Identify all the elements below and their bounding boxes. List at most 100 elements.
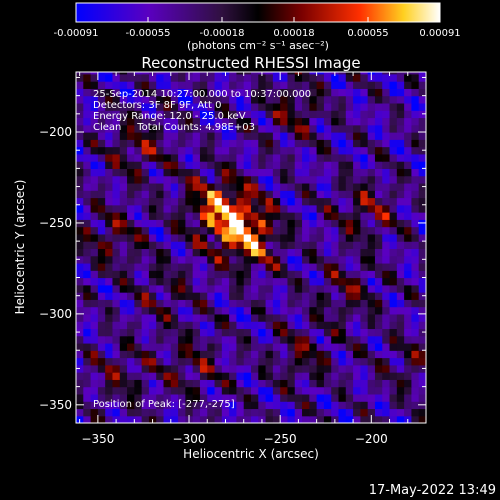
- heatmap-cell: [251, 408, 259, 417]
- heatmap-cell: [396, 306, 405, 315]
- heatmap-cell: [302, 226, 310, 235]
- heatmap-cell: [251, 72, 259, 75]
- heatmap-cell: [411, 153, 420, 162]
- heatmap-cell: [374, 386, 383, 395]
- heatmap-cell: [309, 313, 318, 322]
- heatmap-cell: [199, 255, 208, 264]
- heatmap-cell: [105, 175, 114, 184]
- heatmap-cell: [134, 415, 143, 423]
- heatmap-cell: [90, 124, 99, 133]
- heatmap-cell: [353, 372, 361, 380]
- heatmap-cell: [148, 124, 157, 133]
- heatmap-cell: [119, 292, 128, 300]
- heatmap-cell: [280, 72, 289, 75]
- heatmap-cell: [280, 262, 289, 271]
- heatmap-cell: [134, 241, 143, 249]
- heatmap-cell: [251, 182, 259, 191]
- heatmap-cell: [76, 372, 84, 380]
- heatmap-cell: [287, 175, 296, 184]
- heatmap-cell: [185, 277, 194, 286]
- heatmap-cell: [411, 342, 420, 351]
- heatmap-cell: [170, 73, 179, 82]
- heatmap-cell: [411, 357, 420, 366]
- heatmap-cell: [192, 328, 201, 337]
- heatmap-cell: [192, 292, 201, 300]
- heatmap-cell: [170, 197, 179, 206]
- heatmap-cell: [185, 88, 194, 97]
- heatmap-cell: [170, 219, 179, 228]
- heatmap-cell: [163, 335, 172, 344]
- heatmap-cell: [404, 241, 413, 249]
- heatmap-cell: [76, 277, 84, 286]
- heatmap-cell: [323, 379, 332, 388]
- heatmap-cell: [134, 328, 143, 337]
- heatmap-cell: [127, 72, 135, 75]
- heatmap-cell: [302, 342, 310, 351]
- heatmap-cell: [280, 190, 289, 199]
- heatmap-cell: [229, 139, 238, 148]
- heatmap-cell: [156, 262, 165, 271]
- heatmap-cell: [272, 219, 281, 228]
- x-tick-label: −250: [264, 432, 297, 446]
- heatmap-cell: [156, 335, 165, 344]
- heatmap-cell: [76, 124, 84, 133]
- heatmap-cell: [360, 292, 369, 300]
- heatmap-cell: [148, 313, 157, 322]
- heatmap-cell: [309, 73, 318, 82]
- heatmap-cell: [83, 357, 92, 366]
- heatmap-cell: [90, 72, 99, 75]
- heatmap-cell: [148, 146, 157, 155]
- heatmap-cell: [272, 299, 281, 308]
- heatmap-cell: [105, 335, 114, 344]
- heatmap-cell: [418, 81, 426, 89]
- heatmap-cell: [374, 401, 383, 410]
- heatmap-cell: [97, 379, 106, 388]
- heatmap-cell: [243, 379, 252, 388]
- heatmap-cell: [323, 139, 332, 148]
- heatmap-cell: [192, 204, 201, 213]
- heatmap-cell: [119, 277, 128, 286]
- heatmap-cell: [236, 132, 245, 140]
- heatmap-cell: [294, 102, 303, 111]
- heatmap-cell: [178, 328, 186, 337]
- heatmap-cell: [148, 401, 157, 410]
- heatmap-cell: [338, 248, 347, 257]
- heatmap-cell: [389, 408, 398, 417]
- heatmap-cell: [156, 219, 165, 228]
- heatmap-cell: [280, 153, 289, 162]
- heatmap-cell: [411, 313, 420, 322]
- heatmap-cell: [367, 226, 376, 235]
- heatmap-cell: [251, 364, 259, 373]
- heatmap-cell: [76, 321, 84, 330]
- heatmap-cell: [178, 292, 186, 300]
- heatmap-cell: [360, 284, 369, 293]
- heatmap-cell: [404, 110, 413, 119]
- heatmap-cell: [97, 146, 106, 155]
- heatmap-cell: [353, 102, 361, 111]
- heatmap-cell: [97, 248, 106, 257]
- heatmap-cell: [374, 415, 383, 423]
- heatmap-cell: [382, 277, 391, 286]
- heatmap-cell: [229, 379, 238, 388]
- heatmap-cell: [272, 284, 281, 293]
- heatmap-cell: [345, 226, 354, 235]
- heatmap-cell: [251, 168, 259, 177]
- heatmap-cell: [148, 342, 157, 351]
- heatmap-cell: [287, 204, 296, 213]
- heatmap-cell: [90, 241, 99, 249]
- heatmap-cell: [163, 270, 172, 279]
- heatmap-cell: [141, 328, 150, 337]
- heatmap-cell: [331, 342, 340, 351]
- heatmap-cell: [316, 212, 325, 220]
- heatmap-cell: [112, 146, 121, 155]
- heatmap-cell: [148, 306, 157, 315]
- heatmap-cell: [207, 190, 216, 199]
- heatmap-cell: [90, 139, 99, 148]
- heatmap-cell: [367, 212, 376, 220]
- heatmap-cell: [404, 95, 413, 104]
- heatmap-cell: [236, 204, 245, 213]
- colorbar-label: (photons cm⁻² s⁻¹ asec⁻²): [187, 39, 329, 52]
- heatmap-cell: [199, 88, 208, 97]
- heatmap-cell: [170, 408, 179, 417]
- heatmap-cell: [302, 110, 310, 119]
